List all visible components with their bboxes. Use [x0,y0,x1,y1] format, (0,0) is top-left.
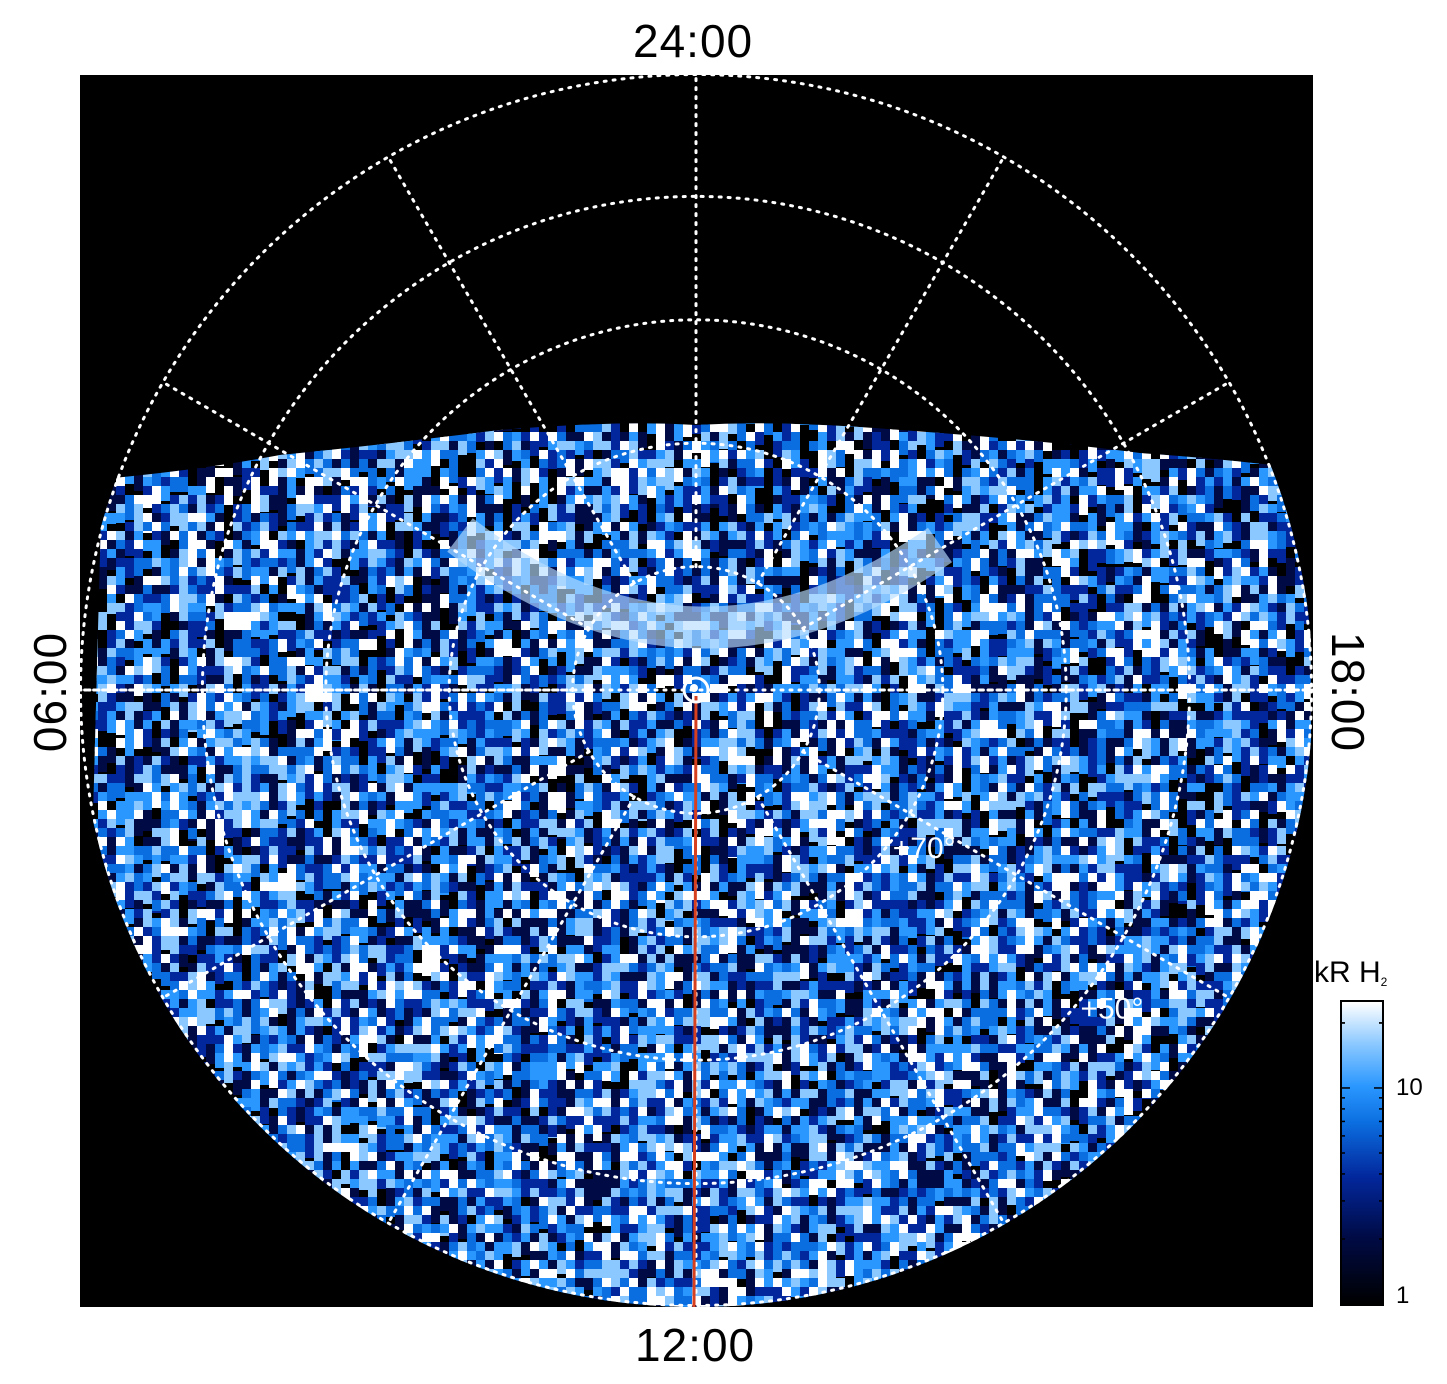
latitude-label-50: +50° [1080,992,1143,1025]
noon-meridian-line [692,695,698,1307]
colorbar-tick-label-1: 1 [1396,1282,1410,1309]
meridian-2h [386,154,636,585]
polar-plot-area: +70° +50° [80,75,1313,1307]
meridian-20h [801,380,1232,630]
polar-emission-map: +70° +50° [80,75,1313,1307]
local-time-label-18: 18:00 [1322,631,1374,753]
meridian-16h [801,750,1232,1000]
colorbar-title: kR H2 [1314,956,1388,989]
colorbar-title-subscript: 2 [1380,975,1388,989]
colorbar-title-text: kR H [1314,956,1381,989]
latitude-circle-60 [324,318,1068,1062]
colorbar-ticks [1340,1022,1384,1305]
auroral-oval-arc [447,518,952,649]
meridian-4h [160,380,591,630]
latitude-label-70: +70° [893,832,956,865]
pole-marker-dot [690,684,698,692]
local-time-label-06: 06:00 [24,631,76,753]
local-time-label-12: 12:00 [635,1319,756,1371]
local-time-label-24: 24:00 [633,15,754,67]
meridian-10h [386,795,636,1226]
meridian-14h [756,795,1006,1226]
pole-marker-ring [682,676,710,704]
colorbar-tick-label-10: 10 [1396,1073,1423,1101]
meridian-22h [756,154,1006,585]
meridian-8h [160,750,591,1000]
